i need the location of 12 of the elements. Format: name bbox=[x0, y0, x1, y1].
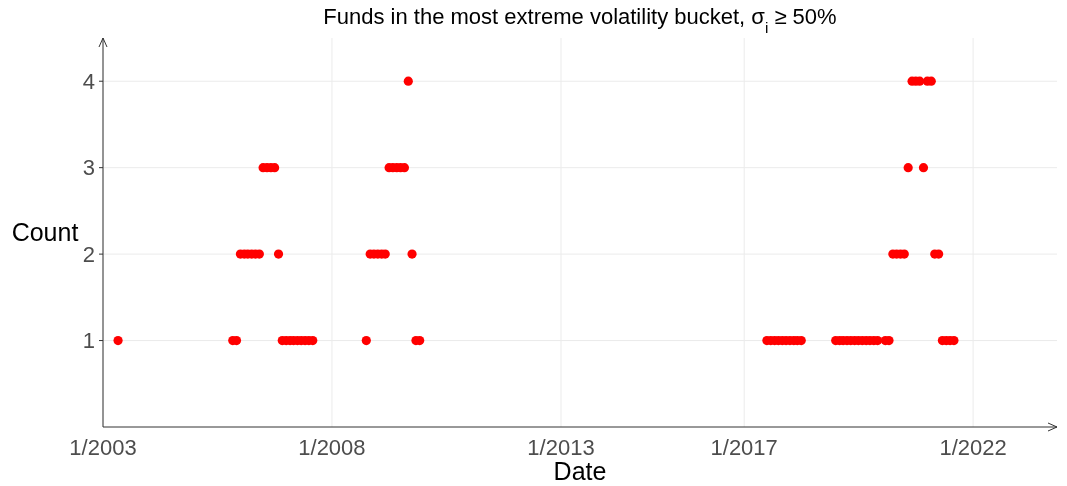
x-tick-label: 1/2003 bbox=[69, 435, 137, 460]
y-axis-title: Count bbox=[11, 217, 79, 246]
y-tick-label: 4 bbox=[82, 68, 95, 94]
y-tick-label: 2 bbox=[82, 241, 95, 267]
x-tick-label: 1/2017 bbox=[710, 435, 778, 460]
y-tick-label: 3 bbox=[82, 155, 95, 181]
chart-title: Funds in the most extreme volatility bucket, σ$_{i}$ ≥ 50% bbox=[323, 4, 837, 36]
x-axis-title: Date bbox=[553, 457, 607, 485]
x-tick-label: 1/2008 bbox=[298, 435, 366, 460]
x-tick-label: 1/2013 bbox=[527, 435, 595, 460]
x-tick-label: 1/2022 bbox=[939, 435, 1007, 460]
y-tick-label: 1 bbox=[82, 328, 95, 354]
